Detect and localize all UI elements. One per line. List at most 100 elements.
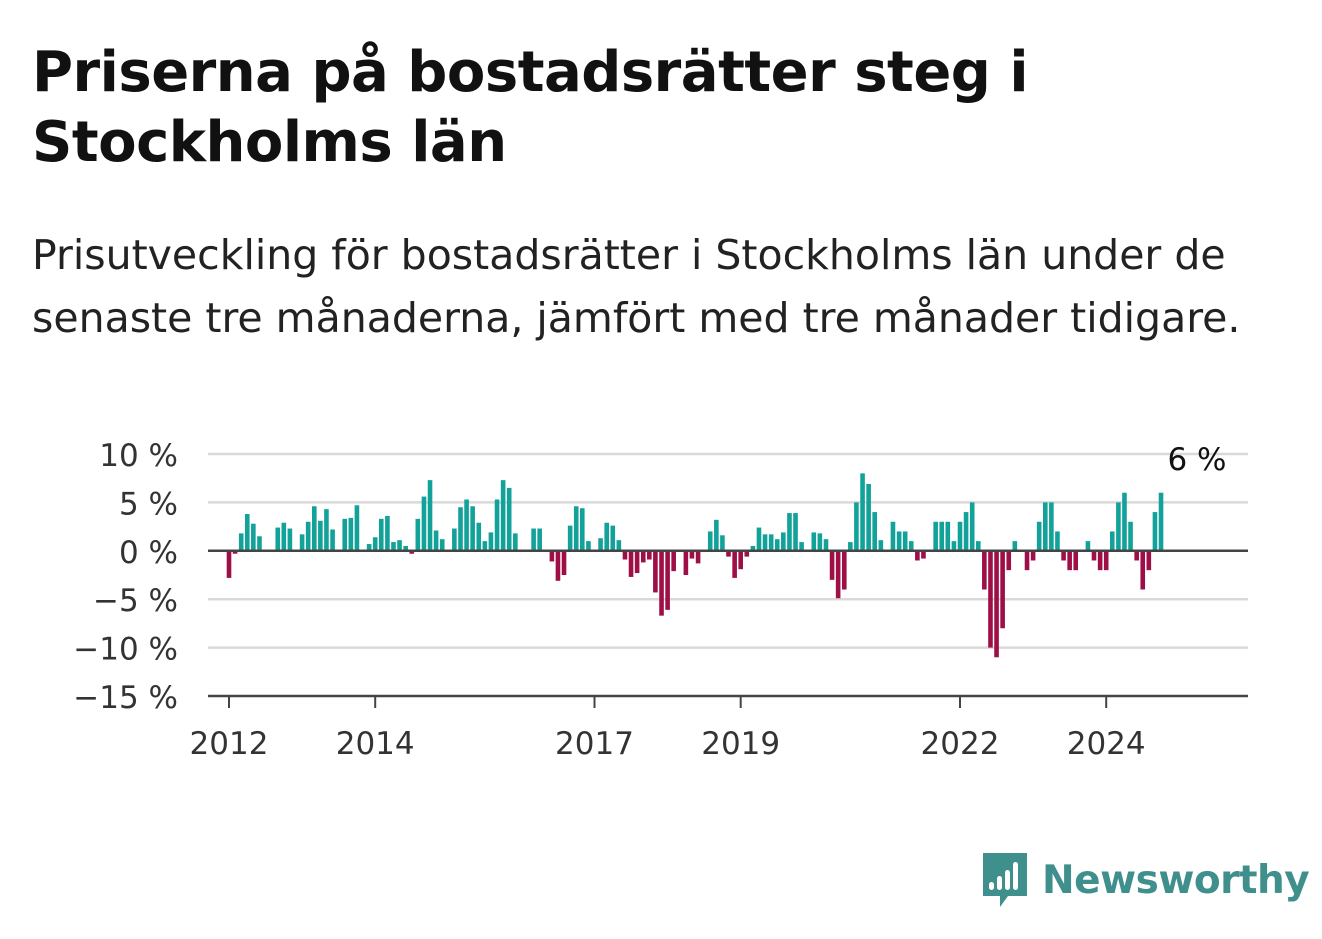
bar — [257, 536, 262, 551]
bar — [750, 545, 756, 551]
bar — [1122, 492, 1127, 551]
bar — [726, 550, 731, 557]
bar — [659, 550, 664, 616]
bar — [848, 542, 853, 551]
chart-subtitle: Prisutveckling för bostadsrätter i Stock… — [32, 231, 1241, 342]
bar — [415, 518, 421, 551]
bar — [598, 538, 603, 551]
bar — [829, 550, 835, 580]
bar — [896, 531, 902, 551]
y-tick-label: −15 % — [73, 680, 178, 716]
y-axis-ticks: 10 % 5 % 0 % −5 % −10 % −15 % — [73, 438, 178, 716]
bar — [1152, 512, 1158, 551]
bar — [963, 512, 969, 551]
bar — [586, 541, 591, 551]
x-axis-ticks: 2012 2014 2017 2019 2022 2024 — [190, 696, 1146, 762]
bar — [397, 540, 402, 551]
bar — [1061, 550, 1066, 561]
bar — [506, 487, 512, 551]
bar — [1103, 550, 1109, 571]
bar — [579, 508, 585, 551]
bar — [683, 550, 689, 575]
bar — [573, 506, 579, 551]
bar — [427, 480, 433, 551]
bar — [695, 550, 701, 564]
bar — [561, 550, 567, 575]
bar — [1116, 502, 1121, 551]
bar — [781, 532, 786, 551]
brand-logo[interactable]: Newsworthy — [980, 850, 1310, 910]
bar — [232, 550, 238, 554]
bar — [1073, 550, 1079, 571]
bar — [476, 522, 482, 551]
bar — [872, 512, 877, 551]
bar — [342, 518, 348, 551]
bar — [841, 550, 847, 590]
bar — [421, 496, 427, 551]
bar — [982, 550, 987, 590]
bar — [628, 550, 634, 577]
bar — [969, 502, 975, 551]
newsworthy-logo-icon — [983, 853, 1027, 907]
bar — [330, 529, 335, 551]
bar — [835, 550, 841, 599]
bar — [866, 484, 871, 551]
bar — [988, 550, 993, 648]
bar — [1043, 502, 1048, 551]
bar — [1146, 550, 1152, 571]
bar — [1030, 550, 1036, 561]
bar — [921, 550, 926, 559]
bar — [537, 528, 542, 551]
bar — [555, 550, 561, 581]
bar — [452, 528, 457, 551]
bar — [531, 528, 536, 551]
bar — [860, 473, 865, 551]
y-tick-label: −5 % — [93, 583, 178, 619]
x-tick-label: 2014 — [336, 726, 415, 762]
bar — [957, 521, 963, 551]
bar — [372, 537, 378, 551]
bar — [707, 531, 713, 551]
bar — [738, 550, 743, 570]
bar — [378, 518, 384, 551]
bar — [354, 505, 360, 551]
y-tick-label: 5 % — [119, 486, 178, 522]
bar — [671, 550, 676, 572]
bar — [768, 534, 774, 551]
bar — [488, 532, 494, 551]
bar — [975, 541, 981, 551]
bar — [945, 521, 951, 551]
bar — [1049, 502, 1054, 551]
bar — [470, 506, 475, 551]
bar — [244, 514, 250, 551]
bar — [811, 532, 817, 551]
bar — [622, 550, 628, 560]
x-tick-label: 2017 — [555, 726, 634, 762]
bar — [1097, 550, 1103, 571]
bar — [994, 550, 999, 658]
last-value-annotation: 6 % — [1167, 442, 1226, 478]
bar — [287, 528, 293, 551]
bar — [774, 539, 780, 551]
bar — [951, 541, 957, 551]
x-tick-label: 2022 — [921, 726, 1000, 762]
y-tick-label: 10 % — [99, 438, 178, 474]
bar — [634, 550, 640, 574]
bar — [299, 534, 305, 551]
bar — [549, 550, 555, 562]
bar-chart: 10 %5 %0 %−5 %−10 %−15 % 2012 2014 2017 201… — [73, 438, 1248, 762]
bar — [403, 545, 408, 551]
bar — [787, 513, 792, 551]
bar — [793, 513, 798, 551]
bar — [720, 535, 725, 551]
axis-layer — [208, 549, 1248, 698]
bar — [665, 550, 670, 610]
chart-title: Priserna på bostadsrätter steg i Stockho… — [32, 40, 1029, 175]
bar — [610, 525, 616, 551]
bar — [1158, 492, 1164, 551]
bar — [647, 550, 652, 560]
bar — [494, 499, 500, 551]
bar — [409, 550, 415, 554]
bar — [908, 541, 914, 551]
bar — [366, 544, 372, 551]
